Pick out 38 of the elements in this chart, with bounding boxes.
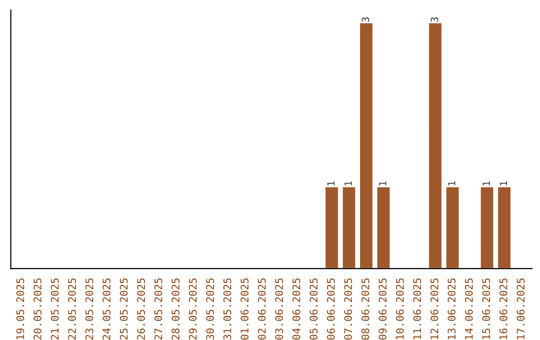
x-tick-label: 23.05.2025 <box>85 278 94 340</box>
x-tick-label: 25.05.2025 <box>120 278 128 340</box>
x-tick-label: 06.06.2025 <box>326 278 335 340</box>
x-tick-label: 03.06.2025 <box>275 278 284 340</box>
x-tick-label: 04.06.2025 <box>292 278 300 340</box>
x-tick-label: 10.06.2025 <box>396 278 404 340</box>
data-label: 1 <box>500 181 507 186</box>
x-tick-label: 20.05.2025 <box>34 278 42 340</box>
x-tick-label: 30.05.2025 <box>206 278 214 340</box>
x-tick-label: 07.06.2025 <box>344 278 352 340</box>
x-tick-label: 22.05.2025 <box>68 278 76 340</box>
data-label: 1 <box>344 181 352 186</box>
x-tick-label: 31.05.2025 <box>223 278 232 340</box>
x-tick-label: 19.05.2025 <box>16 278 24 340</box>
x-tick-label: 14.06.2025 <box>464 278 473 340</box>
data-label: 1 <box>379 181 386 186</box>
x-tick-label: 09.06.2025 <box>378 278 387 340</box>
x-tick-label: 15.06.2025 <box>482 278 490 340</box>
x-tick-label: 11.06.2025 <box>413 278 422 340</box>
x-tick-label: 05.06.2025 <box>310 278 318 340</box>
data-label: 3 <box>362 17 370 22</box>
x-tick-label: 16.06.2025 <box>499 278 508 340</box>
x-tick-label: 17.06.2025 <box>516 278 525 340</box>
x-tick-label: 24.05.2025 <box>102 278 110 340</box>
data-label: 1 <box>482 181 490 186</box>
x-tick-label: 27.05.2025 <box>154 278 162 340</box>
x-tick-label: 26.05.2025 <box>137 278 145 340</box>
x-tick-label: 29.05.2025 <box>188 278 197 340</box>
data-label: 3 <box>430 17 438 22</box>
x-tick-label: 08.06.2025 <box>361 278 370 340</box>
x-tick-label: 13.06.2025 <box>448 278 456 340</box>
x-tick-label: 21.05.2025 <box>50 278 59 340</box>
data-label: 1 <box>448 181 456 186</box>
data-label: 1 <box>327 181 334 186</box>
x-tick-label: 02.06.2025 <box>258 278 266 340</box>
x-tick-label: 12.06.2025 <box>430 278 438 340</box>
x-tick-label: 01.06.2025 <box>240 278 249 340</box>
x-tick-label: 28.05.2025 <box>172 278 180 340</box>
